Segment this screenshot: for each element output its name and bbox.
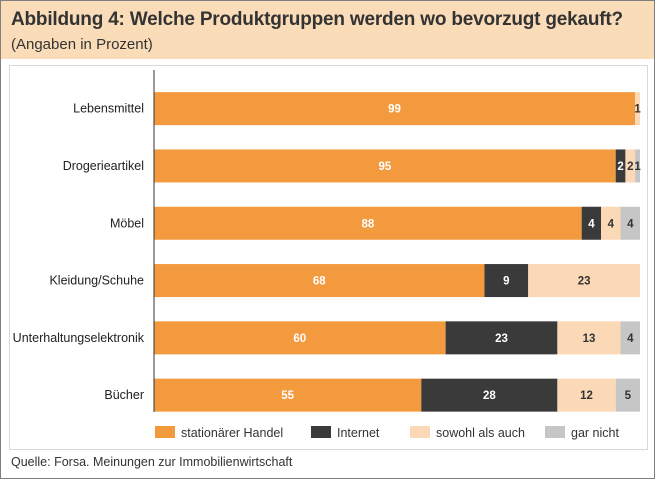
legend-label-s0: stationärer Handel bbox=[181, 426, 283, 440]
bar-segment-m-bel-s1 bbox=[581, 206, 602, 240]
legend-label-s3: gar nicht bbox=[571, 426, 619, 440]
category-label-drogerieartikel: Drogerieartikel bbox=[63, 159, 144, 173]
category-label-kleidung-schuhe: Kleidung/Schuhe bbox=[49, 274, 144, 288]
bar-segment-drogerieartikel-s2 bbox=[625, 149, 636, 183]
data-label-kleidung-schuhe-s1: 9 bbox=[503, 276, 509, 288]
bar-segment-m-bel-s0 bbox=[154, 206, 582, 240]
legend-label-s2: sowohl als auch bbox=[436, 426, 525, 440]
data-label-m-bel-s1: 4 bbox=[588, 218, 595, 230]
data-label-unterhaltungselektronik-s2: 13 bbox=[583, 333, 596, 345]
figure-subtitle: (Angaben in Prozent) bbox=[11, 36, 153, 53]
bar-segment-unterhaltungselektronik-s2 bbox=[557, 321, 621, 355]
bar-segment-drogerieartikel-s0 bbox=[154, 149, 616, 183]
legend-swatch-s3 bbox=[545, 426, 565, 438]
data-label-drogerieartikel-s0: 95 bbox=[378, 161, 391, 173]
data-label-m-bel-s2: 4 bbox=[608, 218, 615, 230]
data-label-m-bel-s3: 4 bbox=[627, 218, 634, 230]
data-label-kleidung-schuhe-s2: 23 bbox=[578, 276, 591, 288]
bar-segment-lebensmittel-s0 bbox=[154, 92, 636, 126]
legend-swatch-s2 bbox=[410, 426, 430, 438]
data-label-unterhaltungselektronik-s1: 23 bbox=[495, 333, 508, 345]
bar-segment-drogerieartikel-s3 bbox=[635, 149, 640, 183]
data-label-unterhaltungselektronik-s0: 60 bbox=[293, 333, 306, 345]
bar-segment-unterhaltungselektronik-s1 bbox=[445, 321, 558, 355]
bar-segment-b-cher-s0 bbox=[154, 378, 422, 412]
data-label-drogerieartikel-s1: 2 bbox=[617, 161, 623, 173]
data-label-lebensmittel-s0: 99 bbox=[388, 104, 401, 116]
data-label-b-cher-s3: 5 bbox=[625, 390, 632, 402]
category-label-lebensmittel: Lebensmittel bbox=[73, 102, 144, 116]
data-label-b-cher-s2: 12 bbox=[580, 390, 593, 402]
figure-title: Abbildung 4: Welche Produktgruppen werde… bbox=[11, 9, 623, 30]
category-label-m-bel: Möbel bbox=[110, 216, 144, 230]
bar-segment-kleidung-schuhe-s2 bbox=[528, 264, 640, 298]
bar-segment-lebensmittel-s2 bbox=[635, 92, 640, 126]
legend-swatch-s0 bbox=[155, 426, 175, 438]
bar-segment-b-cher-s2 bbox=[557, 378, 616, 412]
legend-swatch-s1 bbox=[311, 426, 331, 438]
data-label-lebensmittel-s2: 1 bbox=[634, 104, 641, 116]
bar-segment-m-bel-s2 bbox=[601, 206, 621, 240]
figure-header: Abbildung 4: Welche Produktgruppen werde… bbox=[1, 1, 654, 59]
bar-segment-m-bel-s3 bbox=[620, 206, 640, 240]
data-label-b-cher-s1: 28 bbox=[483, 390, 496, 402]
bar-segment-drogerieartikel-s1 bbox=[615, 149, 626, 183]
data-label-b-cher-s0: 55 bbox=[281, 390, 294, 402]
data-label-m-bel-s0: 88 bbox=[361, 218, 374, 230]
bar-segment-kleidung-schuhe-s0 bbox=[154, 264, 485, 298]
legend-label-s1: Internet bbox=[337, 426, 380, 440]
data-label-drogerieartikel-s3: 1 bbox=[634, 161, 641, 173]
bar-segment-unterhaltungselektronik-s0 bbox=[154, 321, 446, 355]
bar-segment-b-cher-s1 bbox=[421, 378, 558, 412]
data-label-drogerieartikel-s2: 2 bbox=[627, 161, 633, 173]
bar-segment-b-cher-s3 bbox=[615, 378, 640, 412]
category-label-b-cher: Bücher bbox=[104, 388, 144, 402]
bar-segment-unterhaltungselektronik-s3 bbox=[620, 321, 640, 355]
data-label-kleidung-schuhe-s0: 68 bbox=[313, 276, 326, 288]
source-note: Quelle: Forsa. Meinungen zur Immobilienw… bbox=[11, 455, 293, 469]
category-label-unterhaltungselektronik: Unterhaltungselektronik bbox=[13, 331, 145, 345]
data-label-unterhaltungselektronik-s3: 4 bbox=[627, 333, 634, 345]
bar-segment-kleidung-schuhe-s1 bbox=[484, 264, 529, 298]
